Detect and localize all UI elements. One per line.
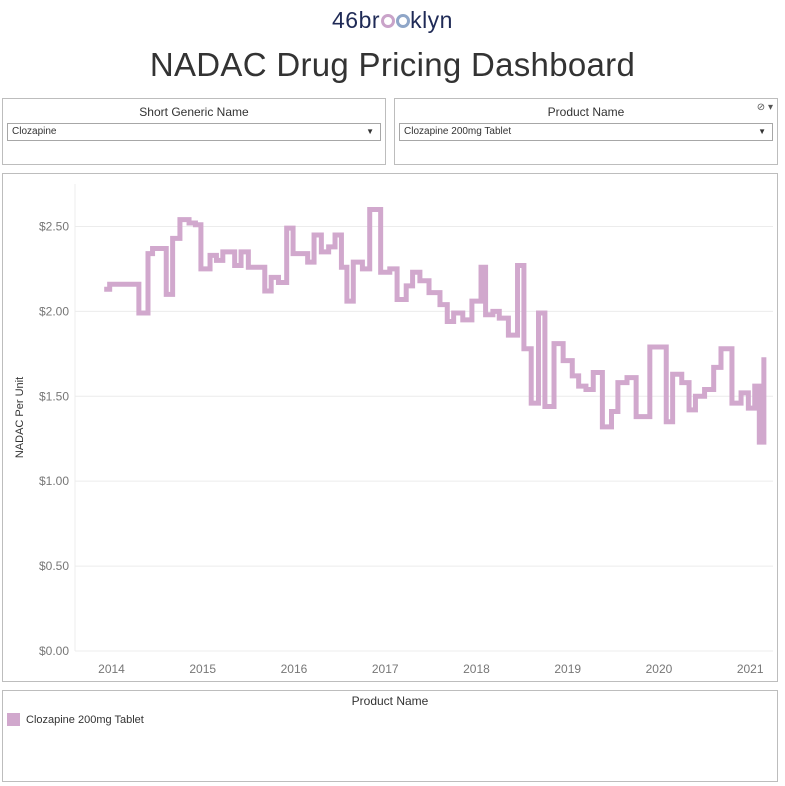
x-tick-label: 2017 [372, 662, 399, 676]
x-tick-label: 2015 [189, 662, 216, 676]
generic-name-selected-value: Clozapine [12, 126, 57, 137]
generic-name-filter-label: Short Generic Name [139, 105, 249, 119]
y-axis-title: NADAC Per Unit [14, 377, 26, 458]
y-tick-label: $0.50 [39, 559, 69, 573]
chevron-down-icon: ▼ [758, 127, 766, 136]
generic-name-dropdown[interactable]: Clozapine ▼ [7, 123, 381, 141]
legend-panel: Product Name Clozapine 200mg Tablet [2, 690, 778, 782]
legend-item[interactable]: Clozapine 200mg Tablet [7, 713, 144, 726]
y-tick-label: $0.00 [39, 644, 69, 658]
series-line [104, 206, 767, 445]
x-tick-label: 2020 [646, 662, 673, 676]
logo-o-ring-icon [380, 14, 395, 28]
brand-logo: 46br klyn [332, 7, 453, 33]
product-name-dropdown[interactable]: Clozapine 200mg Tablet ▼ [399, 123, 773, 141]
y-tick-label: $2.50 [39, 219, 69, 233]
x-tick-label: 2014 [98, 662, 125, 676]
product-name-filter-label: Product Name [547, 105, 625, 119]
x-tick-label: 2019 [554, 662, 581, 676]
y-tick-label: $1.00 [39, 474, 69, 488]
page-title: NADAC Drug Pricing Dashboard [149, 46, 636, 83]
legend-title: Product Name [351, 694, 429, 708]
x-tick-label: 2018 [463, 662, 490, 676]
y-tick-label: $2.00 [39, 304, 69, 318]
chevron-down-icon: ▼ [366, 127, 374, 136]
x-tick-label: 2021 [737, 662, 764, 676]
product-name-selected-value: Clozapine 200mg Tablet [404, 126, 512, 137]
legend-swatch [7, 713, 20, 726]
x-tick-label: 2016 [281, 662, 308, 676]
price-line-chart[interactable]: $0.00 $0.50 $1.00 $1.50 $2.00 $2.50 2014 2015 20… [3, 174, 779, 683]
price-chart-panel: $0.00 $0.50 $1.00 $1.50 $2.00 $2.50 2014 2015 20… [2, 173, 778, 682]
generic-name-filter: Short Generic Name Clozapine ▼ [2, 98, 386, 165]
legend-item-label: Clozapine 200mg Tablet [26, 713, 144, 726]
logo-o-ring-icon [395, 14, 410, 28]
y-tick-label: $1.50 [39, 389, 69, 403]
product-name-filter: ⊘ ▾ Product Name Clozapine 200mg Tablet … [394, 98, 778, 165]
clear-filter-icon[interactable]: ⊘ [756, 102, 766, 113]
filter-menu-chevron-icon[interactable]: ▾ [767, 102, 773, 113]
